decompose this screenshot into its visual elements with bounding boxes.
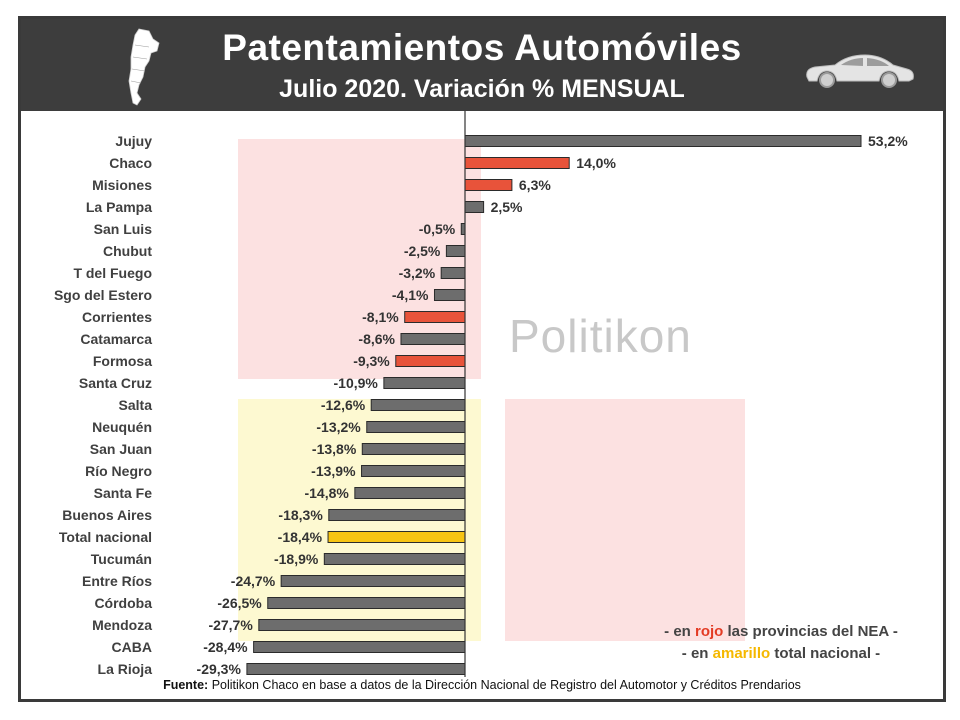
value-label: -10,9% [334,375,379,391]
value-label: -2,5% [404,243,441,259]
value-label: -13,8% [312,441,357,457]
value-label: -0,5% [419,221,456,237]
argentina-map-icon [128,28,160,106]
source-text: Politikon Chaco en base a datos de la Di… [208,678,801,692]
value-label: -13,2% [316,419,361,435]
bar [464,135,862,147]
value-label: -3,2% [399,265,436,281]
category-label: Santa Fe [94,485,153,501]
bar [464,179,513,191]
car-icon [806,54,914,88]
source-note: Fuente: Politikon Chaco en base a datos … [21,678,943,692]
bar [258,619,466,631]
value-label: -18,9% [274,551,319,567]
bar [253,641,466,653]
bar [404,311,466,323]
bar [464,201,485,213]
value-label: -12,6% [321,397,366,413]
category-label: Chaco [109,155,152,171]
category-label: Formosa [93,353,152,369]
category-label: Mendoza [92,617,152,633]
value-label: -4,1% [392,287,429,303]
category-label: La Rioja [98,661,153,677]
category-label: San Luis [94,221,153,237]
category-label: Chubut [103,243,152,259]
category-label: Neuquén [92,419,152,435]
legend-note-line-yellow: - en amarillo total nacional - [681,645,881,662]
category-label: Buenos Aires [62,507,152,523]
bar [246,663,466,675]
legend-yellow-word: amarillo [712,645,771,662]
value-label: -28,4% [203,639,248,655]
value-label: -8,1% [362,309,399,325]
category-label: Santa Cruz [79,375,152,391]
header-banner: Patentamientos Automóviles Julio 2020. V… [21,19,943,111]
bar [445,245,466,257]
category-label: Salta [119,397,153,413]
category-label: La Pampa [86,199,152,215]
category-label: Total nacional [59,529,152,545]
value-label: 2,5% [491,199,523,215]
value-label: -14,8% [304,485,349,501]
chart-subtitle: Julio 2020. Variación % MENSUAL [279,75,685,103]
bar [370,399,466,411]
bar [267,597,466,609]
value-label: 53,2% [868,133,908,149]
legend-note: - en rojo las provincias del NEA - - en … [621,621,941,665]
category-label: Catamarca [80,331,152,347]
category-label: Sgo del Estero [54,287,152,303]
category-label: Misiones [92,177,152,193]
bar [395,355,466,367]
value-label: -18,3% [278,507,323,523]
legend-red-word: rojo [695,623,724,640]
category-label: Entre Ríos [82,573,152,589]
watermark-text: Politikon [509,310,692,362]
bar [323,553,466,565]
bar-chart: Jujuy 53,2% Chaco 14,0% Misiones 6,3% La Pampa… [54,111,908,677]
value-label: -26,5% [217,595,262,611]
decor-block-red-right [505,399,745,641]
category-label: CABA [112,639,152,655]
bar [433,289,466,301]
value-label: -27,7% [208,617,253,633]
category-label: Jujuy [115,133,152,149]
bar [400,333,466,345]
value-label: -29,3% [197,661,242,677]
value-label: 6,3% [519,177,551,193]
bar [354,487,466,499]
category-label: San Juan [90,441,152,457]
bar [440,267,466,279]
value-label: -13,9% [311,463,356,479]
chart-frame: Patentamientos Automóviles Julio 2020. V… [18,16,946,702]
bar [327,531,466,543]
bar [464,157,570,169]
category-label: T del Fuego [73,265,152,281]
bar [361,465,466,477]
bar [280,575,466,587]
value-label: -8,6% [358,331,395,347]
category-label: Córdoba [94,595,152,611]
value-label: 14,0% [576,155,616,171]
value-label: -9,3% [353,353,390,369]
source-label: Fuente: [163,678,209,692]
bar [361,443,466,455]
bar [328,509,466,521]
chart-title: Patentamientos Automóviles [222,27,742,68]
category-label: Tucumán [91,551,152,567]
value-label: -18,4% [278,529,323,545]
value-label: -24,7% [231,573,276,589]
bar [366,421,466,433]
bar [383,377,466,389]
category-label: Río Negro [85,463,152,479]
category-label: Corrientes [82,309,152,325]
legend-note-line-red: - en rojo las provincias del NEA - [664,623,898,640]
